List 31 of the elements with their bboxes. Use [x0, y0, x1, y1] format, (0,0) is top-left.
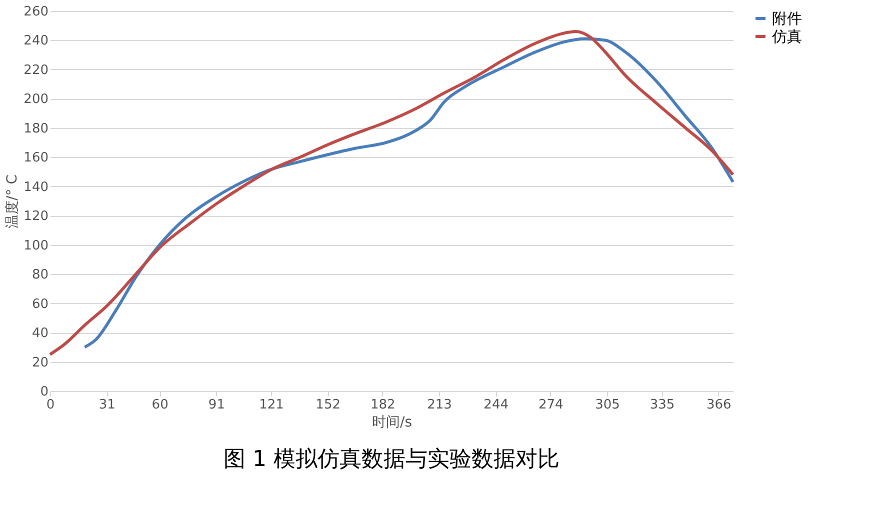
x-tick-label: 305 — [595, 398, 620, 412]
y-tick-label: 80 — [32, 268, 48, 283]
x-tick-label: 366 — [706, 398, 732, 412]
x-tick-label: 91 — [208, 398, 225, 412]
y-tick-label: 40 — [32, 326, 48, 342]
x-tick-label: 60 — [152, 398, 168, 412]
y-tick-label: 60 — [32, 296, 48, 312]
x-tick-label: 121 — [259, 398, 284, 412]
y-tick-label: 0 — [40, 384, 48, 400]
y-tick-label: 140 — [24, 180, 48, 195]
x-axis-title: 时间/s — [372, 414, 412, 430]
y-tick-label: 120 — [24, 209, 48, 224]
legend-label: 附件 — [772, 10, 802, 28]
x-tick-label: 31 — [98, 398, 116, 412]
y-tick-label: 100 — [24, 238, 48, 254]
y-tick-label: 200 — [24, 92, 48, 108]
x-tick-label: 213 — [427, 398, 452, 412]
y-tick-label: 240 — [24, 34, 48, 49]
y-axis-title: 温度/° C — [4, 174, 21, 228]
y-tick-label: 160 — [24, 150, 48, 166]
x-tick-label: 244 — [484, 398, 509, 412]
y-tick-label: 180 — [24, 121, 48, 136]
y-tick-label: 20 — [32, 355, 48, 370]
x-tick-label: 152 — [316, 398, 340, 412]
legend-label: 仿真 — [771, 28, 802, 46]
y-tick-label: 260 — [24, 4, 48, 20]
x-tick-label: 335 — [650, 398, 675, 412]
x-tick-label: 182 — [370, 398, 396, 412]
x-tick-label: 274 — [538, 398, 564, 412]
y-tick-label: 220 — [24, 62, 48, 78]
text: 图 1 模拟仿真数据与实验数据对比 — [224, 447, 560, 472]
